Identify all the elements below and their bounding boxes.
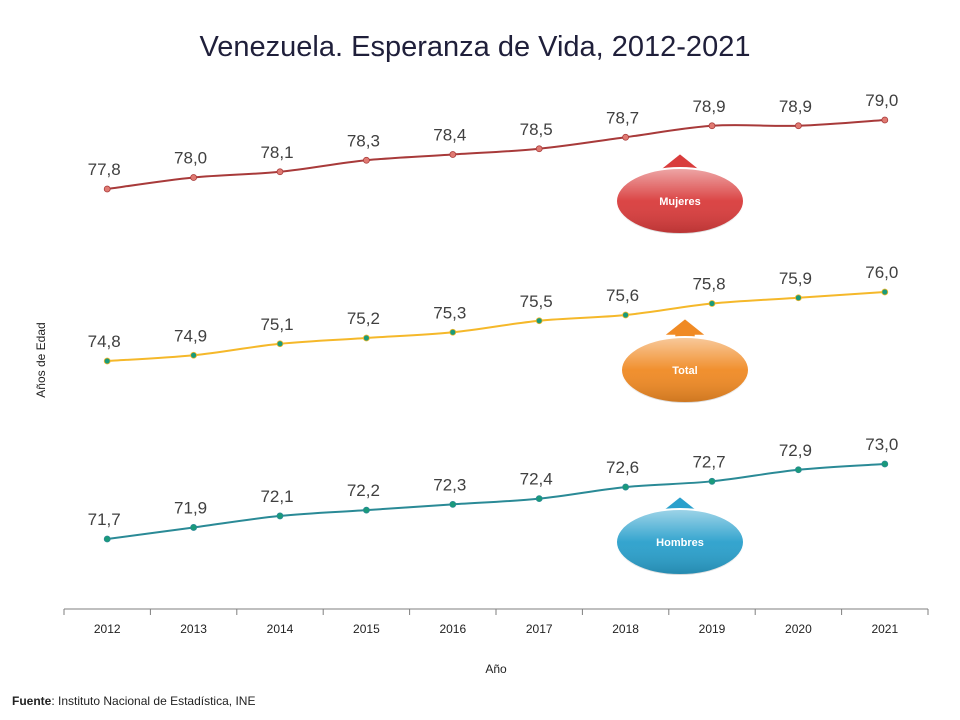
series-hombres: 71,7 71,9 72,1 72,2 72,3 72,4 72,6 72,7 72,9 73,0 bbox=[88, 435, 898, 543]
data-point bbox=[622, 133, 629, 141]
x-tick-label: 2019 bbox=[699, 622, 726, 636]
x-tick-label: 2016 bbox=[439, 622, 466, 636]
badge-label: Mujeres bbox=[659, 196, 701, 208]
series-line bbox=[107, 119, 885, 190]
x-tick-label: 2017 bbox=[526, 622, 553, 636]
x-tick-label: 2020 bbox=[785, 622, 812, 636]
data-point bbox=[535, 317, 543, 325]
x-tick-label: 2018 bbox=[612, 622, 639, 636]
data-label: 78,3 bbox=[347, 131, 380, 150]
badge-gloss bbox=[621, 337, 749, 403]
badge-total: Total bbox=[620, 318, 750, 404]
data-point bbox=[535, 145, 543, 153]
data-point bbox=[795, 294, 802, 302]
series-mujeres: 77,8 78,0 78,1 78,3 78,4 78,5 78,7 78,9 78,9 79,0 bbox=[88, 91, 898, 193]
data-point bbox=[103, 185, 111, 193]
data-label: 75,1 bbox=[260, 315, 293, 334]
x-tick-label: 2015 bbox=[353, 622, 380, 636]
data-point bbox=[708, 122, 716, 130]
data-label: 75,5 bbox=[520, 292, 553, 311]
x-tick-label: 2014 bbox=[267, 622, 294, 636]
data-label: 72,9 bbox=[779, 441, 812, 460]
data-point bbox=[795, 466, 802, 474]
x-tick-label: 2012 bbox=[94, 622, 121, 636]
badge-mujeres: Mujeres bbox=[615, 153, 745, 235]
data-label: 75,6 bbox=[606, 286, 639, 305]
y-axis-label: Años de Edad bbox=[34, 322, 48, 397]
data-point bbox=[362, 506, 370, 514]
data-label: 78,4 bbox=[433, 126, 466, 145]
badge-label: Hombres bbox=[656, 537, 704, 549]
data-point bbox=[535, 495, 543, 503]
data-point bbox=[276, 340, 284, 348]
data-point bbox=[449, 151, 457, 158]
data-point bbox=[622, 483, 629, 491]
data-point bbox=[362, 334, 370, 342]
data-point bbox=[881, 288, 889, 296]
data-label: 72,3 bbox=[433, 475, 466, 494]
data-label: 72,6 bbox=[606, 458, 639, 477]
data-label: 78,9 bbox=[779, 97, 812, 116]
data-label: 72,1 bbox=[260, 487, 293, 506]
badge-hombres: Hombres bbox=[615, 496, 745, 576]
series-total: 74,8 74,9 75,1 75,2 75,3 75,5 75,6 75,8 75,9 76,0 bbox=[88, 263, 898, 365]
data-point bbox=[190, 174, 198, 181]
data-point bbox=[708, 300, 716, 307]
data-label: 75,3 bbox=[433, 303, 466, 322]
source-text: : Instituto Nacional de Estadística, INE bbox=[51, 694, 256, 708]
data-label: 77,8 bbox=[88, 160, 121, 179]
data-point bbox=[881, 460, 889, 468]
legend-badges: Mujeres Total Hombres bbox=[615, 153, 750, 576]
badge-gloss bbox=[616, 168, 744, 234]
badge-gloss bbox=[616, 509, 744, 575]
data-label: 71,7 bbox=[88, 510, 121, 529]
x-axis: 2012 2013 2014 2015 2016 2017 2018 2019 2020 2021 bbox=[63, 608, 929, 636]
data-point bbox=[622, 311, 629, 319]
data-point bbox=[190, 524, 198, 531]
data-point bbox=[276, 512, 284, 520]
badge-label: Total bbox=[672, 365, 697, 377]
series-line bbox=[107, 463, 885, 540]
data-label: 74,9 bbox=[174, 326, 207, 345]
data-label: 78,7 bbox=[606, 108, 639, 127]
data-label: 72,2 bbox=[347, 481, 380, 500]
data-label: 72,4 bbox=[520, 470, 553, 489]
series-line bbox=[107, 291, 885, 362]
chart-title: Venezuela. Esperanza de Vida, 2012-2021 bbox=[200, 31, 751, 63]
data-label: 73,0 bbox=[865, 435, 898, 454]
data-label: 75,8 bbox=[692, 275, 725, 294]
data-point bbox=[449, 500, 457, 508]
data-label: 71,9 bbox=[174, 498, 207, 517]
series-layer: 77,8 78,0 78,1 78,3 78,4 78,5 78,7 78,9 78,9 79,0… bbox=[88, 91, 898, 543]
x-tick-label: 2013 bbox=[180, 622, 207, 636]
x-axis-label: Año bbox=[485, 662, 507, 676]
data-point bbox=[449, 328, 457, 336]
data-label: 72,7 bbox=[692, 452, 725, 471]
data-point bbox=[708, 477, 716, 485]
data-label: 78,5 bbox=[520, 120, 553, 139]
data-label: 76,0 bbox=[865, 263, 898, 282]
data-point bbox=[103, 535, 111, 543]
data-label: 74,8 bbox=[88, 332, 121, 351]
data-label: 75,9 bbox=[779, 269, 812, 288]
data-label: 78,9 bbox=[692, 97, 725, 116]
source-note: Fuente: Instituto Nacional de Estadístic… bbox=[12, 694, 255, 708]
data-point bbox=[103, 357, 111, 365]
data-point bbox=[881, 116, 889, 124]
data-label: 78,0 bbox=[174, 149, 207, 168]
x-tick-label: 2021 bbox=[871, 622, 898, 636]
data-label: 75,2 bbox=[347, 309, 380, 328]
data-label: 78,1 bbox=[260, 143, 293, 162]
data-label: 79,0 bbox=[865, 91, 898, 110]
data-point bbox=[190, 351, 198, 359]
data-point bbox=[795, 122, 802, 130]
source-label: Fuente bbox=[12, 694, 52, 708]
data-point bbox=[362, 156, 370, 164]
data-point bbox=[276, 168, 284, 176]
